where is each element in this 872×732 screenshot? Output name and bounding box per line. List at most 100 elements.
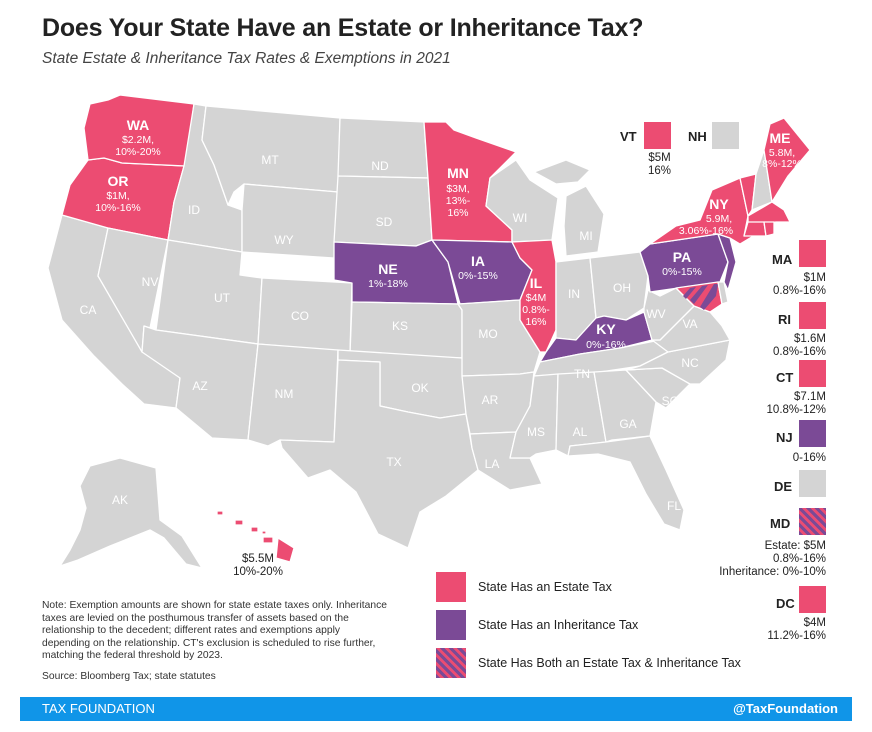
label-mo: MO	[478, 327, 497, 341]
label-ga: GA	[619, 417, 636, 431]
label-or-line2: 10%-16%	[95, 202, 141, 214]
label-sc: SC	[662, 394, 679, 408]
label-la: LA	[485, 457, 500, 471]
label-ne: NE	[378, 261, 397, 277]
ma-swatch[interactable]	[799, 240, 826, 267]
state-ct[interactable]	[743, 221, 767, 237]
label-pa-line1: 0%-15%	[662, 266, 702, 278]
label-mn-line2: 13%-	[446, 195, 471, 207]
hi-exemption: $5.5M	[242, 553, 274, 565]
state-ri[interactable]	[763, 221, 775, 237]
label-ny-line2: 3.06%-16%	[679, 225, 733, 237]
label-il: IL	[530, 275, 543, 291]
label-ks: KS	[392, 319, 408, 333]
legend-both-label: State Has Both an Estate Tax & Inheritan…	[478, 656, 741, 670]
label-ky-line1: 0%-16%	[586, 339, 626, 351]
label-ms: MS	[527, 425, 545, 439]
footer-brand[interactable]: TAX FOUNDATION	[42, 701, 155, 716]
dc-exemption: $4M	[803, 617, 826, 629]
nj-rate: 0-16%	[792, 452, 826, 464]
legend-inheritance-label: State Has an Inheritance Tax	[478, 618, 639, 632]
legend-both-swatch	[436, 648, 466, 678]
state-md-hatch	[683, 284, 718, 310]
label-wi: WI	[513, 211, 528, 225]
label-ok: OK	[411, 381, 428, 395]
label-co: CO	[291, 309, 309, 323]
ct-values: $7.1M 10.8%-12%	[730, 391, 826, 417]
state-ny[interactable]	[649, 177, 761, 245]
label-tn: TN	[574, 367, 590, 381]
dc-rate: 11.2%-16%	[767, 630, 826, 642]
state-fl[interactable]	[567, 435, 685, 531]
label-wy: WY	[274, 233, 293, 247]
md-values: Estate: $5M 0.8%-16% Inheritance: 0%-10%	[690, 540, 826, 579]
label-va: VA	[682, 317, 697, 331]
label-mt: MT	[261, 153, 279, 167]
state-sd[interactable]	[333, 175, 433, 247]
label-wa: WA	[127, 117, 150, 133]
de-swatch[interactable]	[799, 470, 826, 497]
state-wy[interactable]	[241, 183, 339, 259]
de-abbr: DE	[774, 479, 793, 494]
label-in: IN	[568, 287, 580, 301]
label-nv: NV	[142, 275, 159, 289]
label-ky: KY	[596, 321, 616, 337]
md-estate: Estate: $5M	[764, 540, 826, 552]
state-ut[interactable]	[155, 239, 263, 345]
label-nc: NC	[681, 356, 699, 370]
ct-swatch[interactable]	[799, 360, 826, 387]
label-wa-line2: 10%-20%	[115, 146, 161, 158]
nh-swatch[interactable]	[712, 122, 739, 149]
dc-swatch[interactable]	[799, 586, 826, 613]
state-tx[interactable]	[279, 359, 479, 549]
vt-abbr: VT	[620, 129, 637, 144]
state-hi[interactable]	[216, 510, 295, 563]
label-ca: CA	[80, 303, 97, 317]
hi-callout: $5.5M 10%-20%	[228, 553, 288, 579]
nh-abbr: NH	[688, 129, 707, 144]
label-ne-line1: 1%-18%	[368, 278, 408, 290]
ri-exemption: $1.6M	[794, 333, 826, 345]
label-mi: MI	[579, 229, 592, 243]
label-ia: IA	[471, 253, 485, 269]
label-mn-line3: 16%	[447, 207, 468, 219]
md-rate: 0.8%-16%	[772, 553, 826, 565]
nj-swatch[interactable]	[799, 420, 826, 447]
nj-abbr: NJ	[776, 430, 793, 445]
state-ak[interactable]	[59, 457, 203, 569]
ma-rate: 0.8%-16%	[772, 285, 826, 297]
dc-values: $4M 11.2%-16%	[730, 617, 826, 643]
label-or-line1: $1M,	[106, 190, 129, 202]
legend-estate-swatch	[436, 572, 466, 602]
state-il[interactable]	[511, 239, 557, 353]
hi-rate: 10%-20%	[233, 566, 283, 578]
source-line: Source: Bloomberg Tax; state statutes	[42, 671, 216, 682]
ct-exemption: $7.1M	[794, 391, 826, 403]
label-or: OR	[108, 173, 129, 189]
md-abbr: MD	[770, 516, 791, 531]
ct-rate: 10.8%-12%	[766, 404, 826, 416]
footer-handle[interactable]: @TaxFoundation	[733, 701, 838, 716]
vt-values: $5M 16%	[632, 152, 687, 178]
label-ny-line1: 5.9M,	[706, 213, 732, 225]
nj-values: 0-16%	[740, 452, 826, 465]
legend-estate-label: State Has an Estate Tax	[478, 580, 612, 594]
vt-swatch[interactable]	[644, 122, 671, 149]
label-nd: ND	[371, 159, 389, 173]
ri-abbr: RI	[778, 312, 791, 327]
state-de[interactable]	[717, 281, 729, 305]
legend-inheritance-swatch	[436, 610, 466, 640]
label-mn: MN	[447, 165, 469, 181]
md-inheritance: Inheritance: 0%-10%	[719, 566, 826, 578]
state-mi[interactable]	[533, 159, 605, 257]
md-swatch[interactable]	[799, 508, 826, 535]
state-wa[interactable]	[83, 94, 195, 167]
label-sd: SD	[376, 215, 393, 229]
page-title: Does Your State Have an Estate or Inheri…	[42, 14, 644, 42]
page-subtitle: State Estate & Inheritance Tax Rates & E…	[42, 50, 451, 67]
footnote: Note: Exemption amounts are shown for st…	[42, 600, 387, 662]
state-wv[interactable]	[643, 287, 695, 341]
ri-swatch[interactable]	[799, 302, 826, 329]
label-ar: AR	[482, 393, 499, 407]
